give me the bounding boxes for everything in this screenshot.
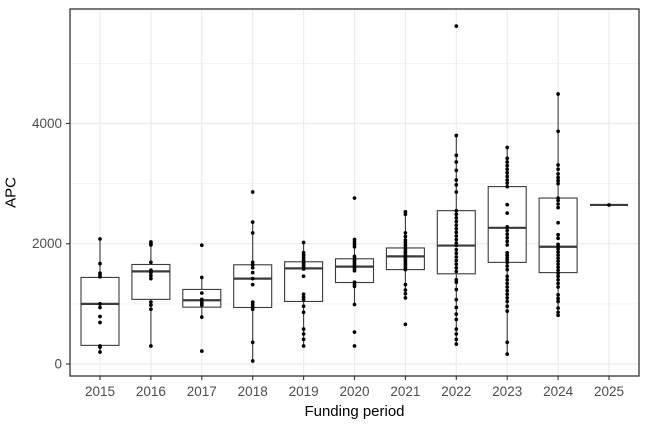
x-tick-label: 2021 [390,384,420,399]
x-tick-label: 2015 [85,384,115,399]
points-2016 [149,240,153,348]
y-tick-label: 0 [54,357,62,372]
points-2018 [250,190,255,363]
x-tick-label: 2022 [441,384,471,399]
points-2024 [556,92,560,318]
points-2025 [607,203,611,207]
points-2021 [403,210,408,327]
y-tick-label: 2000 [32,236,62,251]
x-tick-label: 2018 [238,384,268,399]
x-axis: 2015 2016 2017 2018 2019 2020 2021 2022 2023 2024… [85,376,624,399]
x-tick-label: 2016 [136,384,166,399]
y-tick-label: 4000 [32,116,62,131]
points-2020 [352,196,357,348]
y-axis: 0 2000 4000 [32,116,70,372]
x-tick-label: 2019 [289,384,319,399]
y-axis-title: APC [2,177,20,208]
points-2015 [98,237,102,354]
x-axis-title: Funding period [304,403,405,420]
x-tick-label: 2017 [187,384,217,399]
x-tick-label: 2023 [492,384,522,399]
x-tick-label: 2025 [594,384,624,399]
points-2019 [301,240,306,348]
points-2017 [199,243,204,353]
points-2023 [505,145,510,356]
x-tick-label: 2020 [339,384,369,399]
points-2022 [454,24,459,347]
x-tick-label: 2024 [543,384,574,399]
